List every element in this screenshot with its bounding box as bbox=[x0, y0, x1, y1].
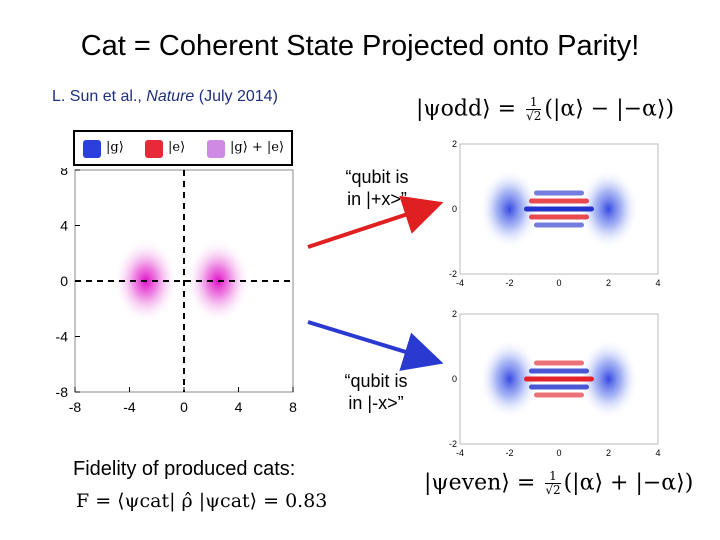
y-tick-label: 4 bbox=[60, 218, 68, 234]
odd-eq-den: √2 bbox=[526, 109, 542, 123]
wigner-y-tick-label: 2 bbox=[452, 309, 457, 319]
wigner-x-tick-label: 4 bbox=[655, 278, 660, 288]
odd-cat-equation: |ψodd⟩ = 1 √2 (|α⟩ − |−α⟩) bbox=[416, 96, 674, 123]
citation-journal: Nature bbox=[146, 88, 195, 105]
wigner-x-tick-label: 2 bbox=[606, 278, 611, 288]
legend: |g⟩ |e⟩ |g⟩ + |e⟩ bbox=[73, 130, 293, 166]
wigner-x-tick-label: 0 bbox=[556, 448, 561, 458]
x-tick-label: 0 bbox=[180, 399, 188, 415]
odd-eq-fraction: 1 √2 bbox=[526, 96, 542, 123]
even-eq-lhs: |ψeven⟩ = bbox=[424, 470, 543, 496]
fidelity-equation: F = ⟨ψcat| ρ̂ |ψcat⟩ = 0.83 bbox=[76, 490, 328, 512]
wigner-fringe bbox=[524, 376, 594, 382]
wigner-fringe bbox=[534, 222, 584, 228]
wigner-fringe bbox=[524, 206, 594, 212]
wigner-y-tick-label: -2 bbox=[449, 439, 457, 449]
wigner-fringe bbox=[534, 360, 584, 366]
x-tick-label: 4 bbox=[235, 399, 243, 415]
legend-label-e: |e⟩ bbox=[168, 140, 186, 155]
y-tick-label: -8 bbox=[56, 384, 69, 400]
annotation-plus-line1: “qubit is bbox=[345, 167, 409, 187]
legend-swatch-g bbox=[83, 140, 101, 158]
annotation-minus-x: “qubit is in |-x>” bbox=[316, 370, 436, 414]
legend-swatch-e bbox=[145, 140, 163, 158]
cat-state-plot: -8 -4 0 4 8 8 4 0 -4 -8 bbox=[56, 168, 298, 415]
annotation-minus-line2: in |-x>” bbox=[348, 393, 404, 413]
wigner-x-tick-label: 2 bbox=[606, 448, 611, 458]
wigner-fringe bbox=[529, 198, 589, 204]
y-tick-label: 8 bbox=[60, 168, 68, 178]
y-tick-label: 0 bbox=[60, 273, 68, 289]
wigner-x-tick-label: 4 bbox=[655, 448, 660, 458]
citation-authors: L. Sun et al., bbox=[52, 88, 147, 105]
wigner-x-tick-label: -4 bbox=[456, 448, 464, 458]
wigner-fringe bbox=[529, 214, 589, 220]
slide-title: Cat = Coherent State Projected onto Pari… bbox=[80, 30, 640, 62]
x-tick-label: 8 bbox=[289, 399, 297, 415]
citation-date: (July 2014) bbox=[194, 88, 278, 105]
wigner-x-tick-label: -2 bbox=[505, 448, 513, 458]
wigner-lobe-1 bbox=[578, 169, 639, 249]
wigner-plot-odd: -4 -2 0 2 420-2 bbox=[449, 139, 661, 288]
citation: L. Sun et al., Nature (July 2014) bbox=[52, 88, 278, 106]
wigner-lobe-0 bbox=[479, 339, 540, 419]
arrow-plus-x bbox=[307, 195, 444, 249]
wigner-y-tick-label: 0 bbox=[452, 204, 457, 214]
wigner-fringe bbox=[534, 190, 584, 196]
wigner-lobe-1 bbox=[578, 339, 639, 419]
wigner-plot-even: -4 -2 0 2 420-2 bbox=[449, 309, 661, 458]
arrow-minus-x bbox=[307, 320, 444, 371]
x-tick-label: -4 bbox=[123, 399, 136, 415]
even-eq-rhs: (|α⟩ + |−α⟩) bbox=[563, 470, 694, 496]
legend-label-ge: |g⟩ + |e⟩ bbox=[230, 140, 285, 155]
annotation-minus-line1: “qubit is bbox=[344, 371, 408, 391]
wigner-x-tick-label: -2 bbox=[505, 278, 513, 288]
annotation-plus-line2: in |+x>” bbox=[347, 189, 407, 209]
wigner-x-tick-label: -4 bbox=[456, 278, 464, 288]
odd-eq-num: 1 bbox=[526, 96, 542, 110]
x-tick-label: -8 bbox=[69, 399, 82, 415]
wigner-fringe bbox=[529, 384, 589, 390]
wigner-y-tick-label: -2 bbox=[449, 269, 457, 279]
odd-eq-rhs: (|α⟩ − |−α⟩) bbox=[544, 96, 675, 122]
wigner-fringe bbox=[534, 392, 584, 398]
odd-eq-lhs: |ψodd⟩ = bbox=[416, 96, 524, 122]
even-eq-fraction: 1 √2 bbox=[545, 470, 561, 497]
y-tick-label: -4 bbox=[56, 329, 69, 345]
wigner-fringe bbox=[529, 368, 589, 374]
wigner-x-tick-label: 0 bbox=[556, 278, 561, 288]
even-eq-den: √2 bbox=[545, 483, 561, 497]
wigner-lobe-0 bbox=[479, 169, 540, 249]
annotation-plus-x: “qubit is in |+x>” bbox=[322, 166, 432, 210]
legend-label-g: |g⟩ bbox=[106, 140, 124, 155]
wigner-y-tick-label: 0 bbox=[452, 374, 457, 384]
legend-swatch-ge bbox=[207, 140, 225, 158]
wigner-y-tick-label: 2 bbox=[452, 139, 457, 149]
even-eq-num: 1 bbox=[545, 470, 561, 484]
fidelity-label: Fidelity of produced cats: bbox=[73, 458, 296, 480]
even-cat-equation: |ψeven⟩ = 1 √2 (|α⟩ + |−α⟩) bbox=[424, 470, 693, 497]
